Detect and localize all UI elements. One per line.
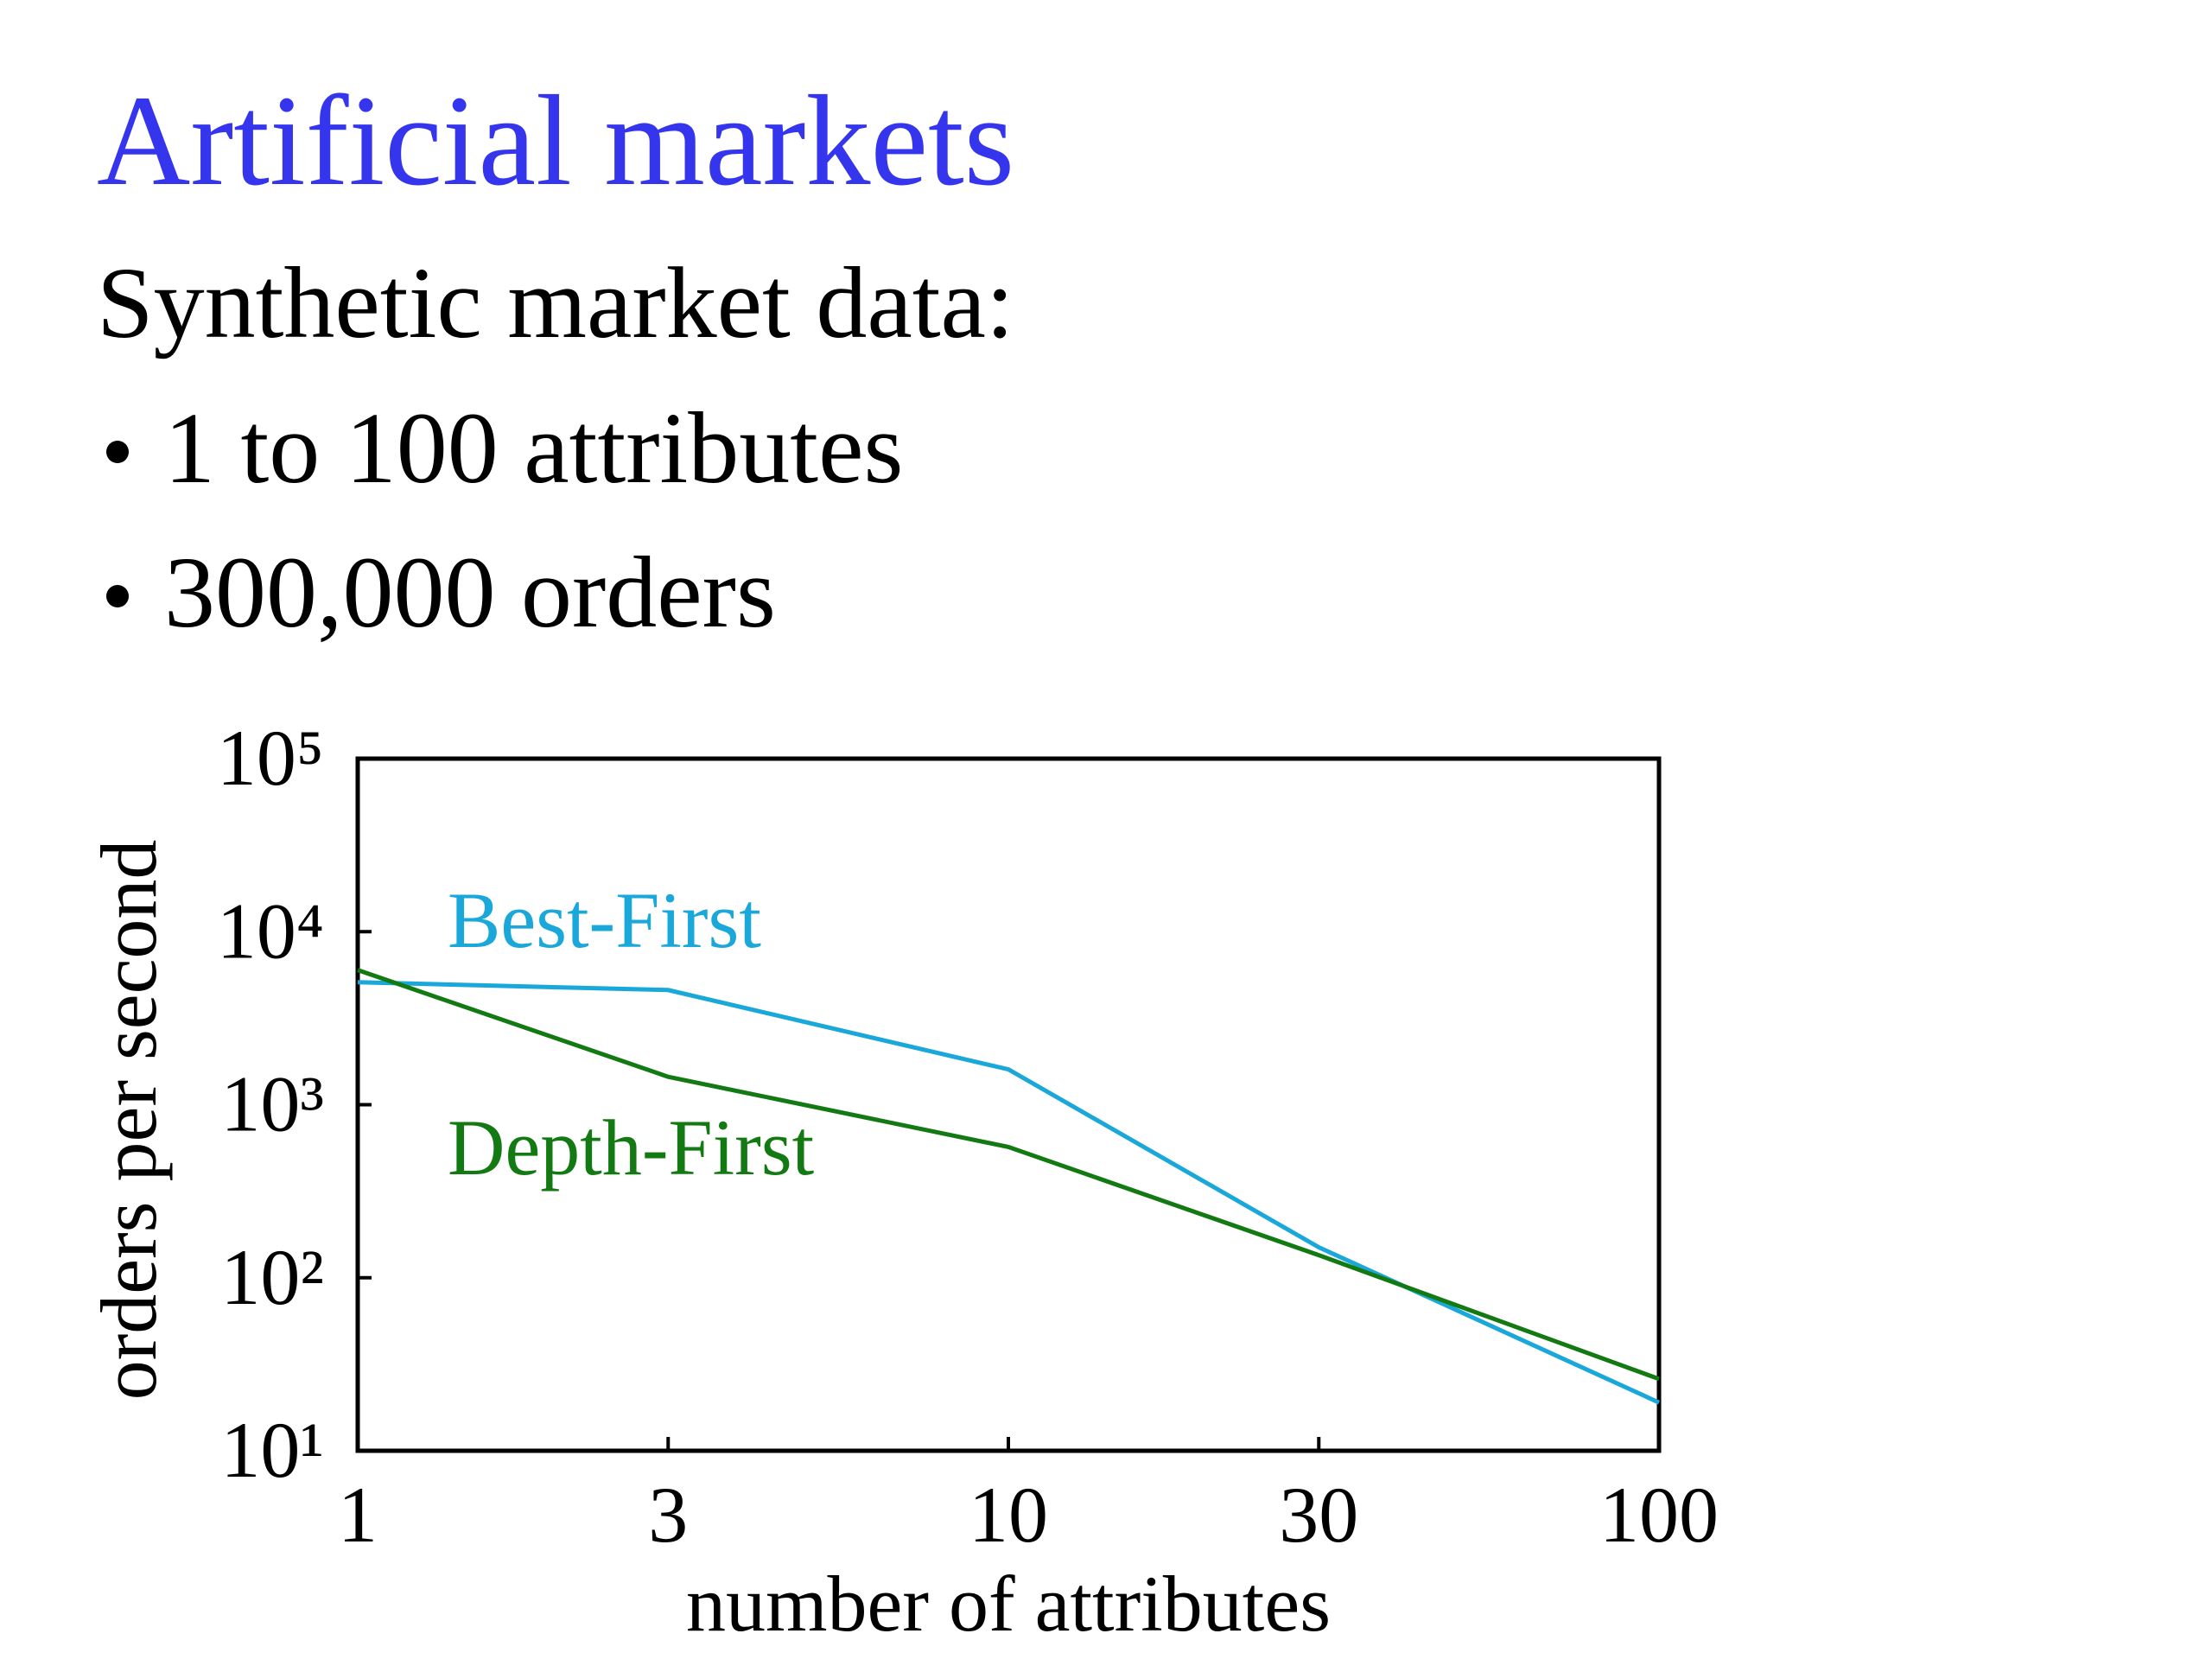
bullet-text: 300,000 orders xyxy=(164,536,776,649)
series-label: Depth-First xyxy=(448,1103,815,1192)
subtitle: Synthetic market data: xyxy=(97,246,1014,359)
y-tick-label: 10¹ xyxy=(220,1406,324,1494)
x-tick-label: 10 xyxy=(969,1471,1048,1559)
y-tick-label: 10³ xyxy=(220,1060,324,1148)
y-axis-label: orders per second xyxy=(85,840,173,1401)
x-tick-label: 3 xyxy=(648,1471,688,1559)
x-tick-label: 100 xyxy=(1599,1471,1719,1559)
y-tick-label: 10⁴ xyxy=(217,887,324,975)
chart: 10¹ 10² 10³ 10⁴ 10⁵ 1 3 10 30 100 number of attrib… xyxy=(85,714,1719,1648)
slide-title: Artificial markets xyxy=(97,69,1014,213)
series-line xyxy=(357,968,1660,1382)
x-axis-label: number of attributes xyxy=(686,1560,1331,1648)
x-tick-label: 30 xyxy=(1279,1471,1358,1559)
y-tick-label: 10² xyxy=(220,1233,324,1321)
series-line xyxy=(357,980,1661,1405)
x-tick-label: 1 xyxy=(338,1471,378,1559)
bullet-text: 1 to 100 attributes xyxy=(164,391,903,505)
series-label: Best-First xyxy=(448,876,761,964)
bullet-dot xyxy=(106,585,129,607)
bullet-dot xyxy=(106,441,129,463)
y-tick-label: 10⁵ xyxy=(217,714,324,802)
